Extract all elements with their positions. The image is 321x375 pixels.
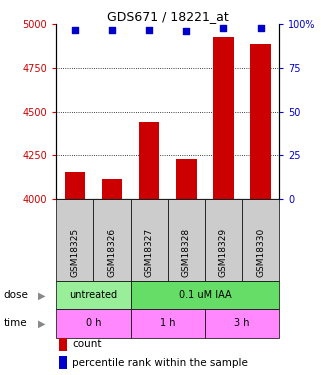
Bar <box>102 179 122 199</box>
Text: ▶: ▶ <box>38 318 46 328</box>
Text: 0.1 uM IAA: 0.1 uM IAA <box>178 290 231 300</box>
Text: dose: dose <box>3 290 28 300</box>
Text: GSM18325: GSM18325 <box>70 228 79 277</box>
Text: GSM18327: GSM18327 <box>145 228 154 277</box>
Text: GSM18329: GSM18329 <box>219 228 228 277</box>
Bar <box>176 159 196 199</box>
Point <box>109 27 115 33</box>
Text: GSM18330: GSM18330 <box>256 228 265 277</box>
Bar <box>65 172 85 199</box>
Text: GSM18326: GSM18326 <box>108 228 117 277</box>
Bar <box>56 281 131 309</box>
Bar <box>131 309 205 338</box>
Bar <box>56 309 131 338</box>
Text: ▶: ▶ <box>38 290 46 300</box>
Text: count: count <box>72 339 102 349</box>
Point <box>72 27 77 33</box>
Bar <box>205 199 242 281</box>
Text: GSM18328: GSM18328 <box>182 228 191 277</box>
Bar <box>131 281 279 309</box>
Point <box>184 28 189 34</box>
Title: GDS671 / 18221_at: GDS671 / 18221_at <box>107 10 229 23</box>
Text: 1 h: 1 h <box>160 318 176 328</box>
Bar <box>250 44 271 199</box>
Text: time: time <box>3 318 27 328</box>
Bar <box>205 309 279 338</box>
Bar <box>213 37 234 199</box>
Bar <box>242 199 279 281</box>
Bar <box>131 199 168 281</box>
Text: 3 h: 3 h <box>234 318 250 328</box>
Text: 0 h: 0 h <box>86 318 101 328</box>
Bar <box>168 199 205 281</box>
Point <box>221 25 226 31</box>
Text: untreated: untreated <box>69 290 117 300</box>
Bar <box>139 122 159 199</box>
Point <box>258 25 263 31</box>
Bar <box>56 199 93 281</box>
Point <box>147 27 152 33</box>
Text: percentile rank within the sample: percentile rank within the sample <box>72 358 248 368</box>
Bar <box>93 199 131 281</box>
